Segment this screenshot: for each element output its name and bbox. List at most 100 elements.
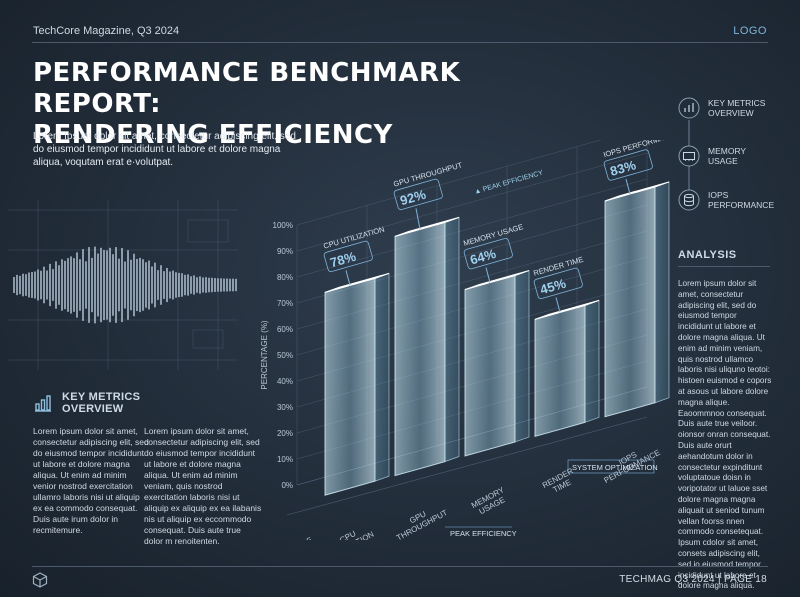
waveform-graphic — [8, 200, 238, 370]
bar-front — [464, 274, 516, 457]
annotation-peak-efficiency-bottom: PEAK EFFICIENCY — [450, 529, 517, 538]
y-tick-label: 10% — [277, 455, 293, 464]
callout-title: CPU UTILIZATION — [322, 225, 385, 251]
bar-4 — [534, 299, 600, 438]
key-metrics-heading-line-1: KEY METRICS — [62, 391, 141, 403]
callout-leader — [345, 270, 351, 286]
sidebar-label-line-1: MEMORY — [708, 146, 747, 156]
cube-logo-icon — [32, 572, 48, 588]
bar-top — [534, 299, 600, 320]
performance-bar-chart: 0% 10% 20% 30% 40% 50% 60% 70% 80% 90% 100% PERCENT… — [258, 140, 672, 540]
y-tick-label: 0% — [281, 481, 293, 490]
annotation-box — [567, 459, 655, 474]
sidebar-item-label: MEMORY USAGE — [708, 146, 746, 166]
annotation-system-optimization: SYSTEM OPTIMIZATION — [572, 463, 658, 472]
callout-title: MEMORY USAGE — [462, 222, 524, 248]
bar-front — [604, 186, 656, 418]
key-metrics-heading: KEY METRICS OVERVIEW — [62, 391, 140, 415]
y-axis-label: PERCENTAGE (%) — [260, 320, 269, 390]
magazine-name: TechCore Magazine, Q3 2024 — [33, 25, 180, 37]
bar-side — [514, 269, 530, 443]
sidebar-label-line-1: KEY METRICS — [708, 98, 766, 108]
bar-side — [584, 299, 600, 423]
bar-top — [324, 272, 390, 293]
y-tick-label: 80% — [277, 273, 293, 282]
logo: LOGO — [733, 25, 767, 37]
bar-2 — [394, 216, 460, 477]
bar-3 — [464, 269, 530, 457]
analysis-divider — [678, 266, 770, 267]
y-tick-label: 30% — [277, 403, 293, 412]
analysis-heading: ANALYSIS — [678, 249, 737, 261]
bar-5 — [604, 181, 670, 418]
bar-side — [374, 272, 390, 482]
sidebar-label-line-2: USAGE — [708, 156, 738, 166]
header-divider — [32, 42, 768, 43]
axis-origin-line: PERFORMANCE — [258, 535, 314, 540]
callout-box — [463, 237, 513, 270]
y-tick-label: 70% — [277, 299, 293, 308]
analysis-text: Lorem ipsum dolor sit amet, consectetur … — [678, 279, 772, 591]
annotation-peak-efficiency-top: ▲ PEAK EFFICIENCY — [474, 170, 545, 196]
y-tick-label: 40% — [277, 377, 293, 386]
page-title-line-1: PERFORMANCE BENCHMARK REPORT: — [33, 58, 461, 119]
y-tick-label: 90% — [277, 247, 293, 256]
callout-title: IOPS PERFORMANCE — [602, 140, 672, 159]
key-metrics-column-2: Lorem ipsum dolor sit amet, consectetur … — [144, 426, 262, 546]
sidebar-label-line-2: PERFORMANCE — [708, 200, 775, 210]
key-metrics-heading-line-2: OVERVIEW — [62, 403, 124, 415]
callout-box — [323, 240, 373, 273]
bar-1 — [324, 272, 390, 496]
y-tick-label: 100% — [273, 221, 293, 230]
callout-leader — [625, 178, 631, 195]
sidebar-item-label: IOPS PERFORMANCE — [708, 190, 774, 210]
x-tick-label-line: CPU — [338, 529, 357, 540]
callout-leader — [555, 297, 561, 313]
bar-top — [604, 181, 670, 202]
footer-divider — [32, 566, 768, 567]
intro-paragraph: Lorem Ipsum dolor sit amet, consectetur … — [33, 131, 296, 168]
data-label: 83% — [608, 157, 638, 179]
key-metrics-column-1: Lorem ipsum dolor sit amet, consectetur … — [33, 426, 149, 535]
footer-page-info: TECHMAG Q3 2024 | PAGE 18 — [619, 574, 767, 585]
data-label: 92% — [398, 187, 428, 209]
sidebar-item-key-metrics[interactable]: KEY METRICS OVERVIEW — [678, 97, 765, 119]
grid-line — [296, 152, 648, 252]
y-tick-label: 50% — [277, 351, 293, 360]
callout-box — [533, 267, 583, 300]
callout-box — [603, 149, 653, 181]
bar-chart-icon — [678, 97, 700, 119]
sidebar-label-line-1: IOPS — [708, 190, 729, 200]
callout-box — [393, 178, 443, 211]
bar-top — [464, 270, 530, 291]
data-label: 78% — [328, 249, 358, 271]
y-tick-label: 60% — [277, 325, 293, 334]
annotation-text: ▲ PEAK EFFICIENCY — [474, 170, 545, 196]
sidebar-label-line-2: OVERVIEW — [708, 108, 754, 118]
axis-origin-label: PERFORMANCEMETRICS — [258, 535, 314, 540]
grid-line — [296, 140, 602, 226]
callout-leader — [485, 267, 491, 283]
callout-leader — [415, 208, 421, 230]
bar-front — [324, 277, 376, 496]
bar-top — [394, 216, 460, 237]
memory-chip-icon — [678, 145, 700, 167]
callout-title: RENDER TIME — [532, 255, 584, 278]
bar-chart-icon — [35, 395, 51, 412]
bar-side — [444, 216, 460, 463]
page-title: PERFORMANCE BENCHMARK REPORT: RENDERING … — [33, 58, 573, 151]
data-label: 64% — [468, 246, 498, 268]
sidebar-item-iops-performance[interactable]: IOPS PERFORMANCE — [678, 189, 774, 211]
y-tick-label: 20% — [277, 429, 293, 438]
database-icon — [678, 189, 700, 211]
page-title-line-2: RENDERING EFFICIENCY — [33, 120, 393, 150]
sidebar-item-memory-usage[interactable]: MEMORY USAGE — [678, 145, 746, 167]
floor-line — [286, 416, 648, 516]
